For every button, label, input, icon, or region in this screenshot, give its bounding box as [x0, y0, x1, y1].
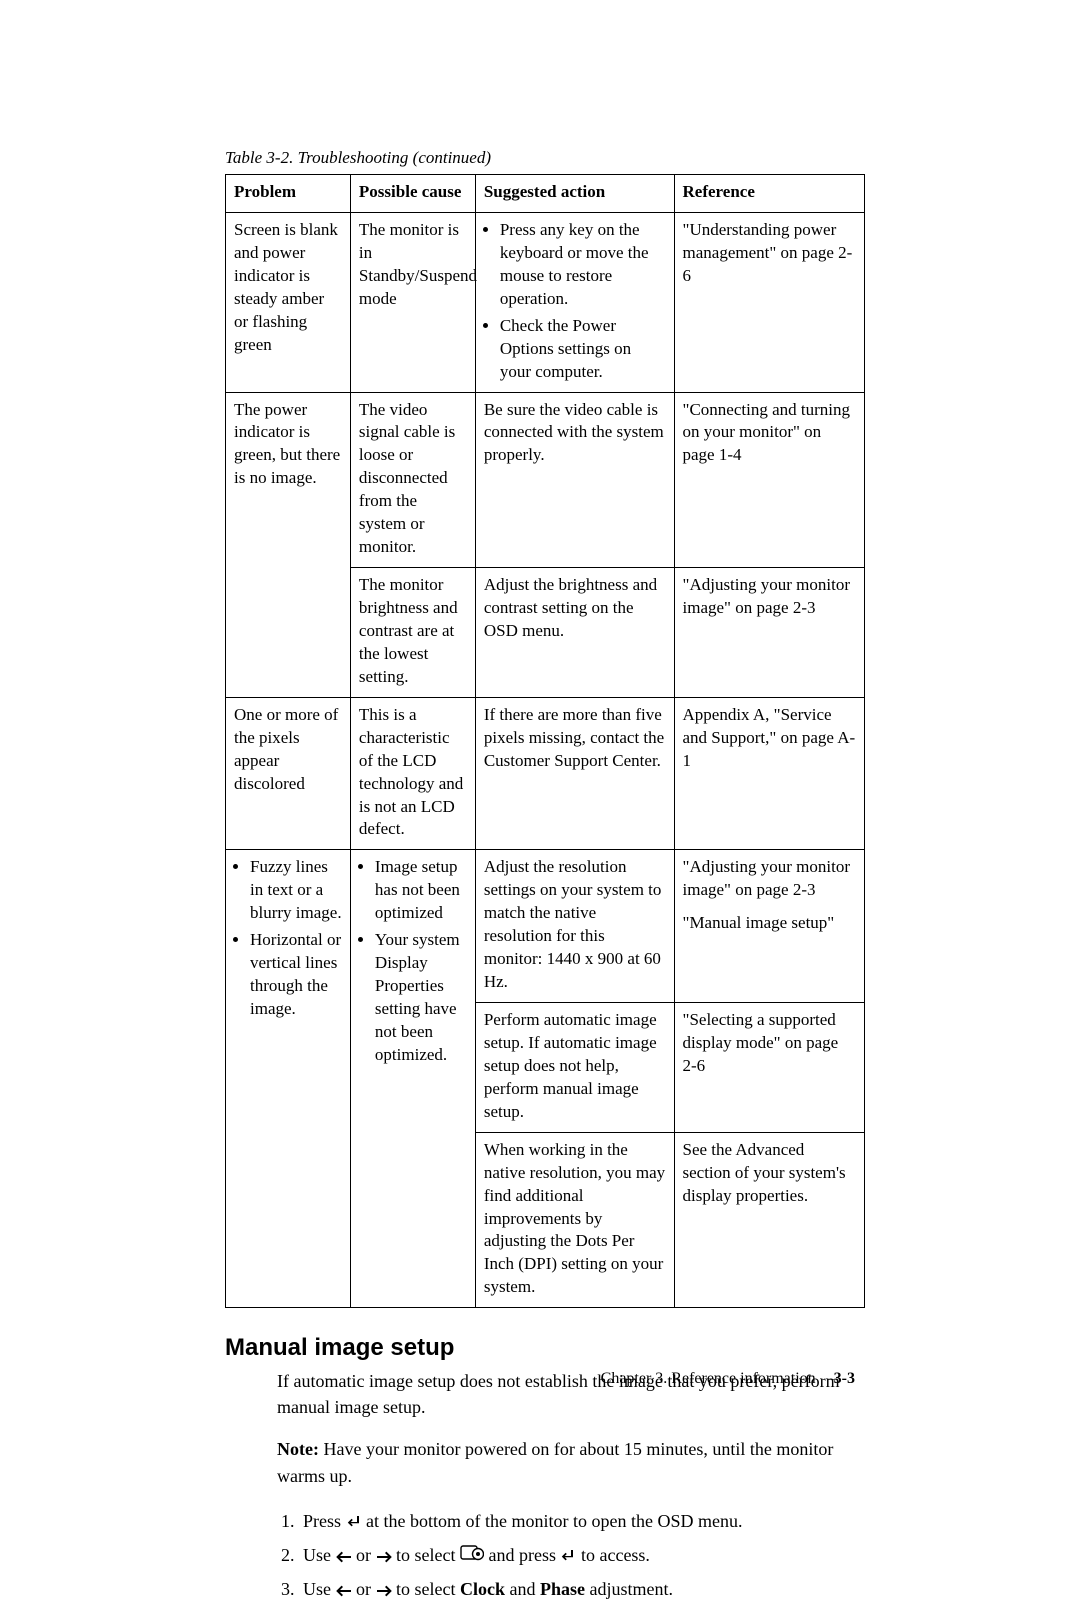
note-body: Have your monitor powered on for about 1…: [277, 1439, 833, 1485]
cell-cause: The video signal cable is loose or disco…: [350, 392, 475, 568]
page-footer: Chapter 3. Reference information 3-3: [601, 1370, 855, 1388]
cell-problem: The power indicator is green, but there …: [226, 392, 351, 697]
cell-problem: One or more of the pixels appear discolo…: [226, 697, 351, 850]
cell-cause: The monitor brightness and contrast are …: [350, 568, 475, 698]
table-row: The power indicator is green, but there …: [226, 392, 865, 568]
list-item: Fuzzy lines in text or a blurry image.: [250, 856, 342, 925]
troubleshooting-table: Problem Possible cause Suggested action …: [225, 174, 865, 1308]
footer-chapter: Chapter 3. Reference information: [601, 1370, 816, 1387]
arrow-right-icon: [376, 1541, 392, 1573]
th-action: Suggested action: [475, 175, 674, 213]
cell-cause: The monitor is in Standby/Suspend mode: [350, 212, 475, 392]
cell-reference: Appendix A, "Service and Support," on pa…: [674, 697, 865, 850]
cell-reference: "Adjusting your monitor image" on page 2…: [674, 850, 865, 1003]
table-header-row: Problem Possible cause Suggested action …: [226, 175, 865, 213]
cell-reference: "Selecting a supported display mode" on …: [674, 1003, 865, 1133]
cell-problem: Screen is blank and power indicator is s…: [226, 212, 351, 392]
note-label: Note:: [277, 1439, 319, 1459]
cell-action: When working in the native resolution, y…: [475, 1132, 674, 1308]
cell-reference: See the Advanced section of your system'…: [674, 1132, 865, 1308]
step-text: adjustment.: [589, 1579, 673, 1599]
arrow-left-icon: [336, 1575, 352, 1607]
th-cause: Possible cause: [350, 175, 475, 213]
step-text: or: [356, 1545, 376, 1565]
table-row: One or more of the pixels appear discolo…: [226, 697, 865, 850]
list-item: Check the Power Options settings on your…: [500, 315, 666, 384]
arrow-left-icon: [336, 1541, 352, 1573]
step-text: or: [356, 1579, 376, 1599]
step-bold: Clock: [460, 1579, 505, 1599]
ref-line: "Manual image setup": [683, 912, 857, 935]
cell-reference: "Adjusting your monitor image" on page 2…: [674, 568, 865, 698]
cell-action: Be sure the video cable is connected wit…: [475, 392, 674, 568]
step-text: Use: [303, 1579, 336, 1599]
table-row: Screen is blank and power indicator is s…: [226, 212, 865, 392]
section-note: Note: Have your monitor powered on for a…: [277, 1436, 865, 1488]
cell-action: Adjust the resolution settings on your s…: [475, 850, 674, 1003]
th-reference: Reference: [674, 175, 865, 213]
list-item: Your system Display Properties setting h…: [375, 929, 467, 1067]
list-item: Horizontal or vertical lines through the…: [250, 929, 342, 1021]
cell-action: Press any key on the keyboard or move th…: [475, 212, 674, 392]
step-item: Press at the bottom of the monitor to op…: [299, 1505, 865, 1539]
cell-action: Adjust the brightness and contrast setti…: [475, 568, 674, 698]
cell-action: If there are more than five pixels missi…: [475, 697, 674, 850]
cell-reference: "Connecting and turning on your monitor"…: [674, 392, 865, 568]
step-text: Use: [303, 1545, 336, 1565]
step-item: Use or to select and press: [299, 1539, 865, 1573]
step-text: to select: [396, 1579, 460, 1599]
step-text: to select: [396, 1545, 460, 1565]
cell-problem: Fuzzy lines in text or a blurry image. H…: [226, 850, 351, 1308]
enter-icon: [346, 1507, 362, 1539]
list-item: Press any key on the keyboard or move th…: [500, 219, 666, 311]
steps-list: Press at the bottom of the monitor to op…: [277, 1505, 865, 1608]
cell-action: Perform automatic image setup. If automa…: [475, 1003, 674, 1133]
cell-cause: Image setup has not been optimized Your …: [350, 850, 475, 1308]
section-heading: Manual image setup: [225, 1334, 865, 1362]
image-setup-icon: [460, 1541, 484, 1573]
step-item: Use or to select Clock and Phase adjustm…: [299, 1573, 865, 1607]
table-caption: Table 3-2. Troubleshooting (continued): [225, 148, 865, 168]
ref-line: "Adjusting your monitor image" on page 2…: [683, 856, 857, 902]
th-problem: Problem: [226, 175, 351, 213]
step-text: to access.: [581, 1545, 650, 1565]
cell-reference: "Understanding power management" on page…: [674, 212, 865, 392]
list-item: Image setup has not been optimized: [375, 856, 467, 925]
arrow-right-icon: [376, 1575, 392, 1607]
table-row: Fuzzy lines in text or a blurry image. H…: [226, 850, 865, 1003]
cell-cause: This is a characteristic of the LCD tech…: [350, 697, 475, 850]
step-bold: Phase: [540, 1579, 585, 1599]
step-text: and press: [488, 1545, 560, 1565]
enter-icon: [560, 1541, 576, 1573]
footer-page-number: 3-3: [834, 1370, 855, 1387]
step-text: and: [509, 1579, 540, 1599]
